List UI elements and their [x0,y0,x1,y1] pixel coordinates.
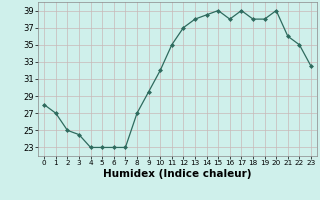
X-axis label: Humidex (Indice chaleur): Humidex (Indice chaleur) [103,169,252,179]
